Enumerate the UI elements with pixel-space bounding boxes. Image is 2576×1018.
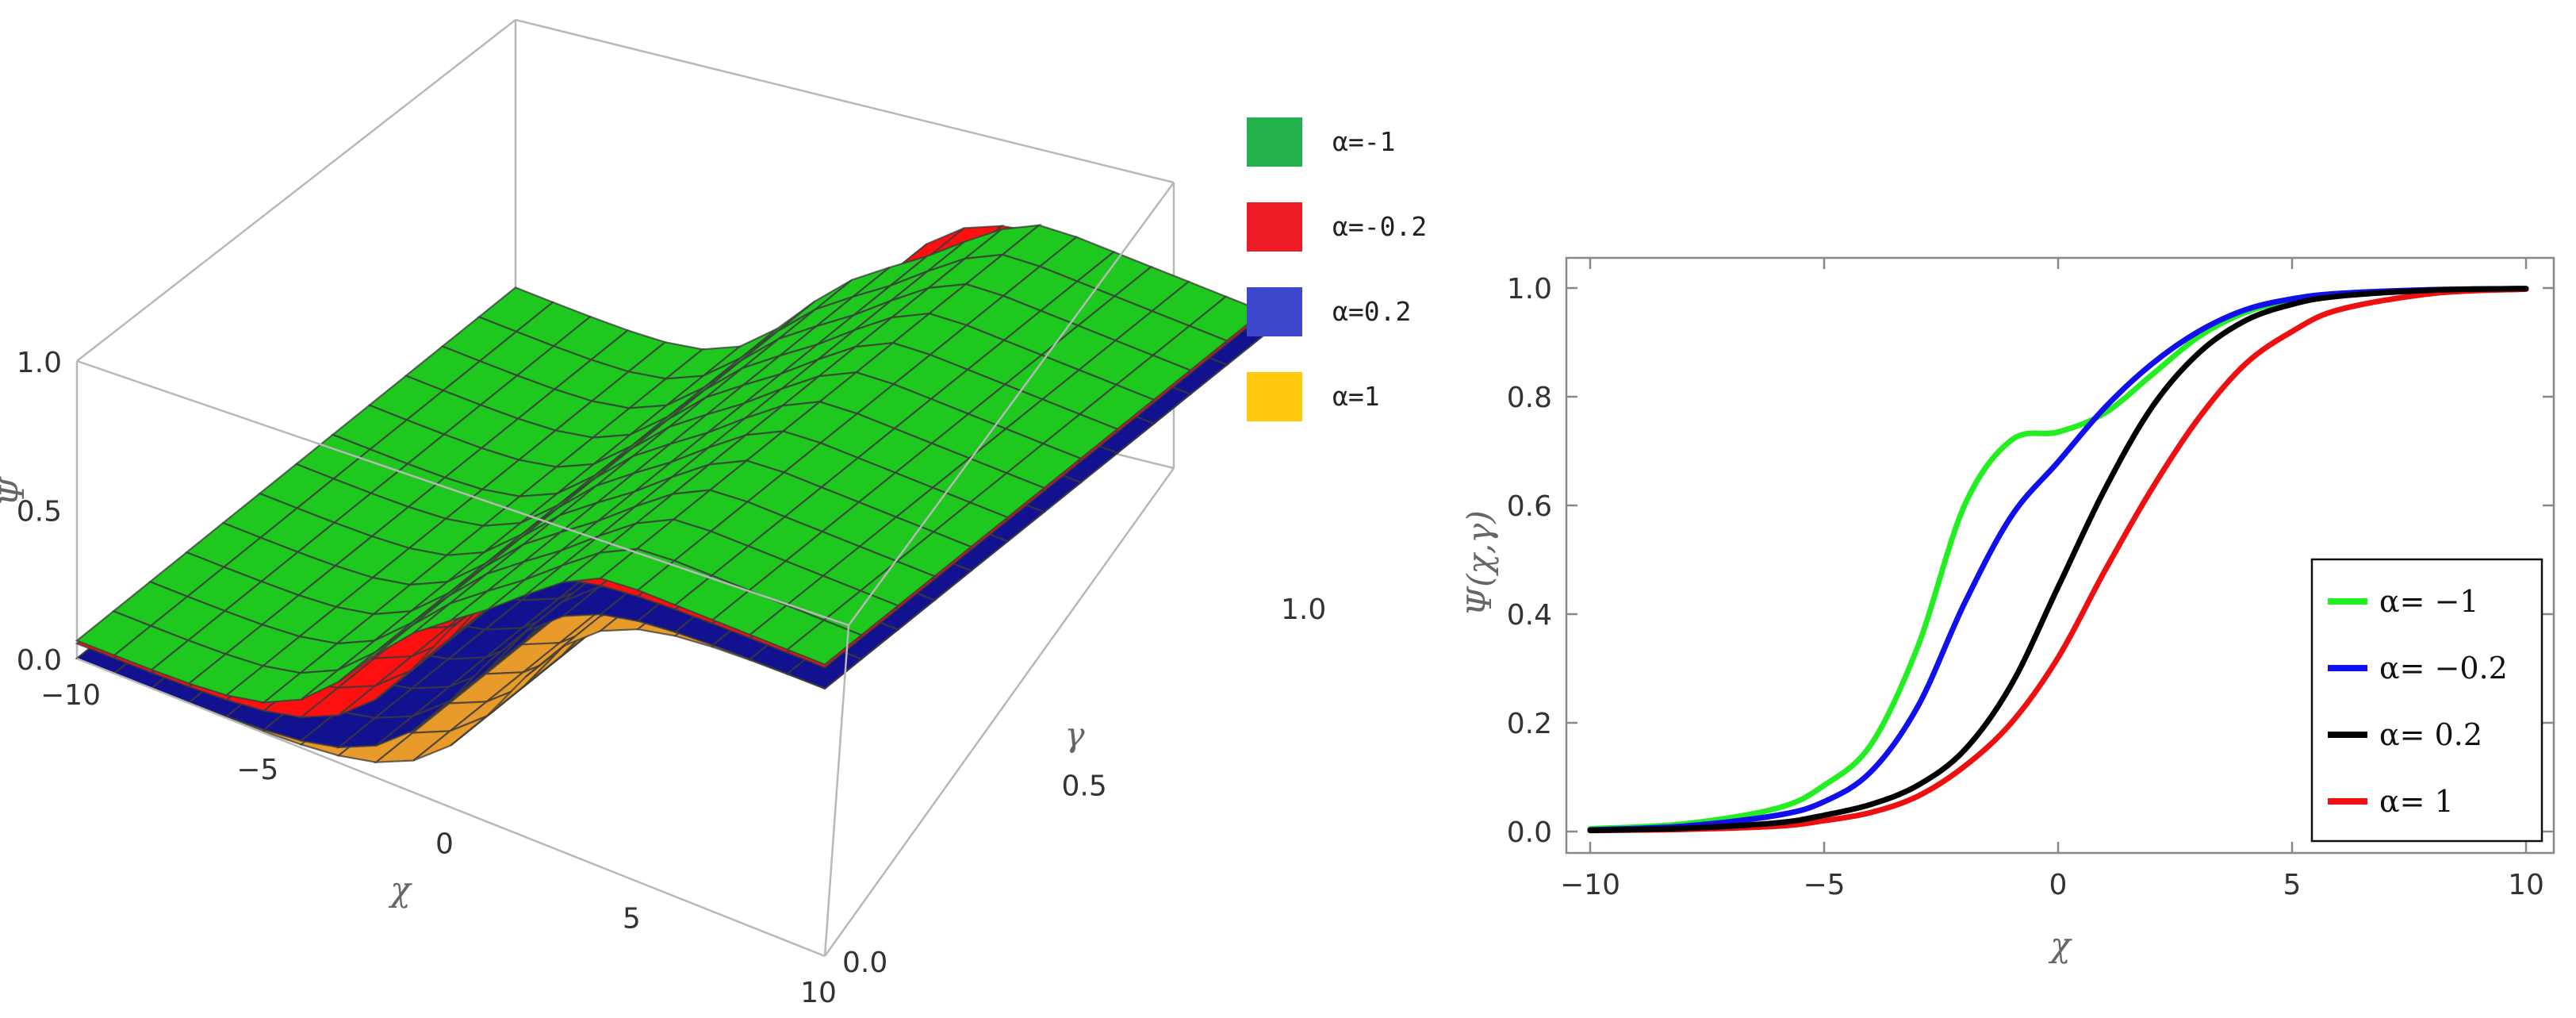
plot3d-z-axis-label: Ψ: [0, 475, 32, 506]
plot2d-series-line: [1587, 286, 2529, 834]
plot2d-x-tick-label: −5: [1803, 869, 1845, 901]
surface-meshes: [75, 224, 1266, 763]
plot3d-legend-swatch: [1247, 372, 1302, 421]
plot2d-y-tick-label: 0.2: [1507, 708, 1552, 740]
plot2d-legend-label: α= −1: [2379, 584, 2479, 619]
plot3d-z-tick-label: 0.5: [17, 496, 62, 528]
plot2d-y-tick-label: 0.6: [1507, 490, 1552, 523]
plot3d-x-tick-label: 5: [623, 902, 641, 935]
plot2d-ticks: −10 −5 0 5 10 0.0 0.2 0.4 0.6 0.8 1.0: [1507, 258, 2554, 901]
plot3d-x-axis-label: χ: [388, 870, 412, 909]
plot2d-legend-label: α= 1: [2379, 784, 2454, 819]
plot2d-y-tick-label: 0.0: [1507, 816, 1552, 849]
plot3d-legend-label: α=-0.2: [1332, 211, 1427, 242]
surface-cell: [785, 619, 864, 666]
plot3d-legend-swatch: [1247, 202, 1302, 252]
line-plot-2d: −10 −5 0 5 10 0.0 0.2 0.4 0.6 0.8 1.0 χ Ψ(χ,γ) α= …: [1460, 256, 2555, 964]
plot2d-y-tick-label: 0.8: [1507, 382, 1552, 414]
plot2d-y-tick-label: 0.4: [1507, 599, 1552, 632]
plot3d-z-tick-label: 0.0: [17, 644, 62, 677]
plot3d-legend-swatch: [1247, 287, 1302, 336]
plot3d-x-tick-label: 0: [435, 828, 454, 861]
plot3d-y-tick-label: 1.0: [1281, 594, 1326, 626]
surface-alpha_m1: [75, 224, 1266, 704]
plot3d-legend-label: α=-1: [1332, 126, 1395, 157]
plot2d-x-axis-label: χ: [2048, 925, 2072, 964]
plot2d-series: [1587, 286, 2529, 834]
plot3d-legend-label: α=1: [1332, 381, 1380, 412]
plot2d-series-line: [1587, 286, 2529, 833]
plot3d-box-front: [76, 182, 1175, 958]
plot2d-x-tick-label: −10: [1560, 869, 1620, 901]
plot3d-legend-swatch: [1247, 117, 1302, 167]
plot2d-x-tick-label: 10: [2508, 869, 2544, 901]
plot3d-x-tick-label: −10: [40, 679, 101, 712]
plot3d-legend-label: α=0.2: [1332, 296, 1411, 327]
plot2d-legend-box: [2310, 558, 2543, 843]
plot2d-legend: α= −1 α= −0.2 α= 0.2 α= 1: [2310, 558, 2543, 843]
plot2d-series-line: [1587, 286, 2529, 834]
plot2d-y-axis-label: Ψ(χ,γ): [1460, 510, 1499, 617]
plot3d-y-tick-label: 0.5: [1062, 770, 1107, 803]
plot2d-x-tick-label: 5: [2283, 869, 2302, 901]
plot3d-legend: α=-1 α=-0.2 α=0.2 α=1: [1247, 117, 1427, 421]
plot3d-y-tick-label: 0.0: [842, 947, 887, 979]
plot3d-z-tick-label: 1.0: [17, 347, 62, 379]
plot2d-y-tick-label: 1.0: [1507, 273, 1552, 305]
plot2d-legend-label: α= 0.2: [2379, 717, 2482, 752]
plot3d-y-axis-label: γ: [1064, 715, 1085, 754]
plot2d-frame: [1565, 256, 2555, 855]
plot2d-x-tick-label: 0: [2049, 869, 2068, 901]
plot3d-x-tick-label: 10: [800, 977, 837, 1009]
plot3d-x-tick-label: −5: [236, 754, 278, 786]
plot2d-legend-label: α= −0.2: [2379, 651, 2508, 686]
